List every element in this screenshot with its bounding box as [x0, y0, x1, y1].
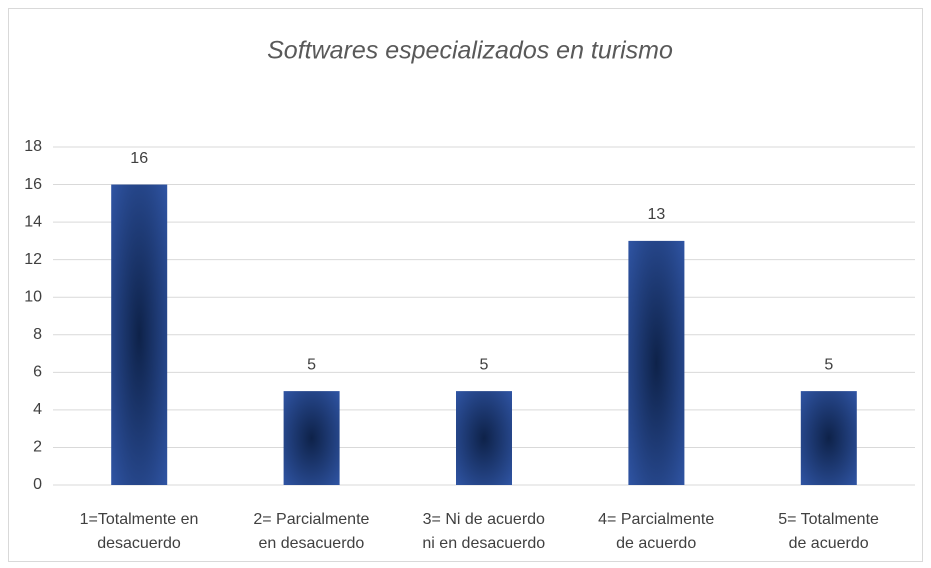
chart-border: [8, 8, 923, 562]
y-tick-label: 16: [24, 176, 42, 193]
x-tick-label: 2= Parcialmente en desacuerdo: [253, 511, 370, 552]
data-label: 5: [824, 356, 833, 373]
bar: [628, 240, 685, 485]
bar: [111, 184, 168, 486]
data-label: 5: [480, 356, 489, 373]
y-tick-label: 0: [33, 476, 42, 493]
y-tick-label: 14: [24, 213, 42, 230]
y-tick-label: 2: [33, 439, 42, 456]
chart-title: Softwares especializados en turismo: [267, 37, 673, 65]
data-label: 16: [130, 150, 148, 167]
data-label: 5: [307, 356, 316, 373]
x-tick-label: 3= Ni de acuerdo ni en desacuerdo: [422, 511, 546, 552]
x-tick-label: 1=Totalmente en desacuerdo: [79, 511, 199, 552]
y-tick-label: 4: [33, 401, 42, 418]
bar: [283, 391, 340, 485]
y-tick-label: 12: [24, 251, 42, 268]
y-tick-label: 8: [33, 326, 42, 343]
y-tick-label: 6: [33, 364, 42, 381]
data-label: 13: [648, 206, 666, 223]
y-tick-label: 18: [24, 138, 42, 155]
bar: [456, 391, 512, 485]
bar: [800, 391, 857, 485]
x-tick-label: 4= Parcialmente de acuerdo: [598, 511, 715, 552]
y-tick-label: 10: [24, 288, 42, 305]
x-tick-label: 5= Totalmente de acuerdo: [778, 511, 879, 552]
